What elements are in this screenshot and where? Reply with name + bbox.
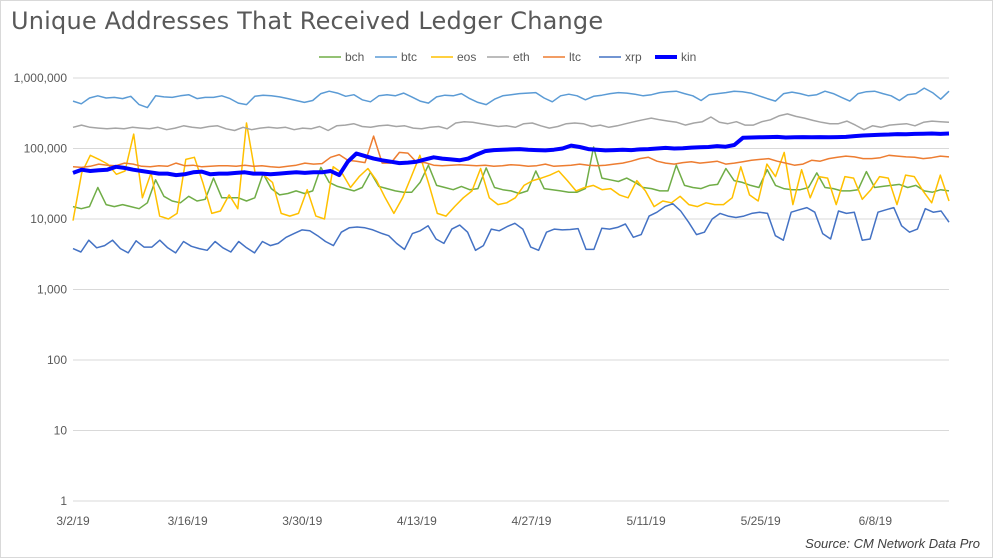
legend: bch btc eos eth ltc xrp kin: [319, 50, 696, 64]
y-tick-label: 1,000,000: [14, 71, 68, 85]
legend-label: kin: [681, 50, 696, 64]
chart-title: Unique Addresses That Received Ledger Ch…: [11, 7, 604, 35]
y-tick-label: 10: [54, 424, 68, 438]
legend-label: btc: [401, 50, 417, 64]
series-line-eos: [72, 122, 950, 221]
legend-item-bch: bch: [319, 50, 364, 64]
x-tick-label: 3/30/19: [282, 514, 322, 528]
legend-item-kin: kin: [655, 50, 696, 64]
x-axis-ticks: 3/2/19 3/16/19 3/30/19 4/13/19 4/27/19 5/11/1…: [56, 514, 892, 528]
x-tick-label: 5/25/19: [741, 514, 781, 528]
x-tick-label: 3/2/19: [56, 514, 90, 528]
x-tick-label: 4/27/19: [511, 514, 551, 528]
y-tick-label: 100,000: [24, 142, 68, 156]
series-line-bch: [72, 146, 950, 210]
legend-label: eth: [513, 50, 530, 64]
y-axis-ticks: 1 10 100 1,000 10,000 100,000 1,000,000: [14, 71, 68, 508]
series-line-kin: [72, 131, 950, 178]
series-line-eth: [72, 113, 950, 132]
x-tick-label: 3/16/19: [168, 514, 208, 528]
legend-item-xrp: xrp: [599, 50, 642, 64]
legend-item-ltc: ltc: [543, 50, 581, 64]
gridlines: [73, 77, 949, 502]
legend-label: xrp: [625, 50, 642, 64]
y-tick-label: 1: [60, 494, 67, 508]
series-line-xrp: [72, 202, 950, 254]
legend-item-eth: eth: [487, 50, 530, 64]
y-tick-label: 100: [47, 353, 67, 367]
y-tick-label: 10,000: [30, 212, 67, 226]
series-line-btc: [72, 87, 950, 109]
series-lines: [72, 87, 950, 254]
source-note: Source: CM Network Data Pro: [805, 536, 980, 551]
legend-label: ltc: [569, 50, 581, 64]
legend-item-btc: btc: [375, 50, 417, 64]
y-tick-label: 1,000: [37, 283, 67, 297]
legend-label: eos: [457, 50, 476, 64]
x-tick-label: 6/8/19: [859, 514, 893, 528]
series-line-ltc: [72, 135, 950, 169]
x-tick-label: 5/11/19: [627, 514, 666, 528]
legend-label: bch: [345, 50, 364, 64]
x-tick-label: 4/13/19: [397, 514, 437, 528]
legend-item-eos: eos: [431, 50, 476, 64]
